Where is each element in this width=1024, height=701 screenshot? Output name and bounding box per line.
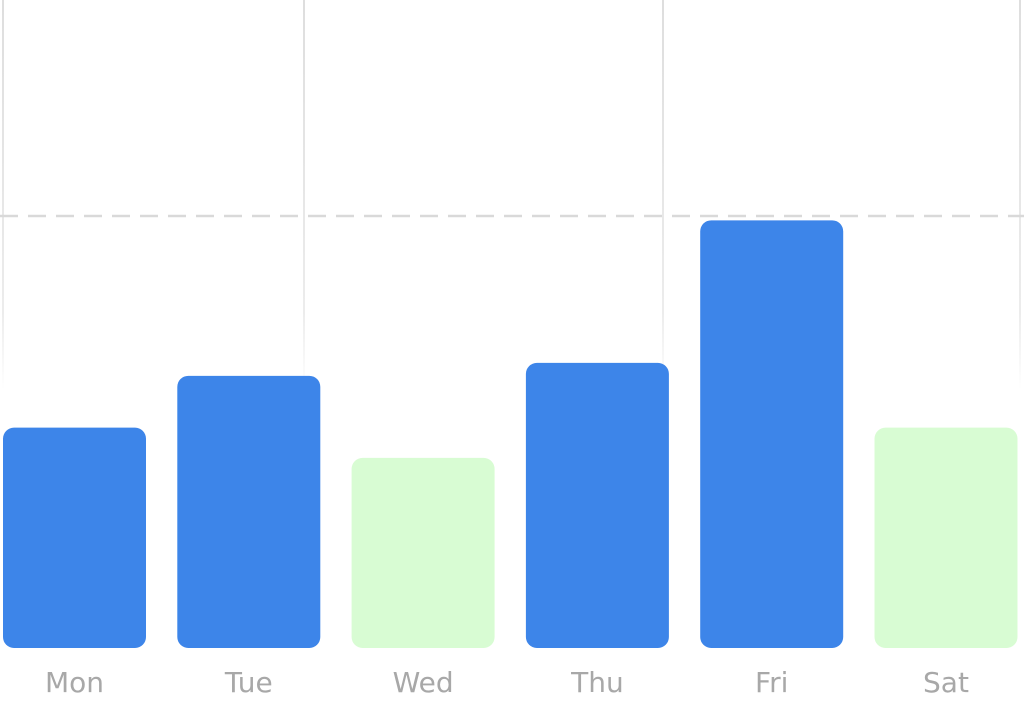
bar bbox=[700, 220, 844, 648]
vertical-guides bbox=[2, 0, 1021, 390]
x-tick-label: Sat bbox=[923, 666, 969, 699]
bar bbox=[3, 427, 146, 648]
x-tick-label: Thu bbox=[570, 666, 624, 699]
bar bbox=[525, 362, 669, 648]
x-tick-label: Tue bbox=[224, 666, 273, 699]
bar bbox=[874, 427, 1018, 648]
x-tick-label: Fri bbox=[755, 666, 788, 699]
bar bbox=[351, 457, 495, 648]
bar bbox=[177, 375, 321, 648]
x-tick-label: Wed bbox=[393, 666, 454, 699]
x-tick-label: Mon bbox=[45, 666, 104, 699]
